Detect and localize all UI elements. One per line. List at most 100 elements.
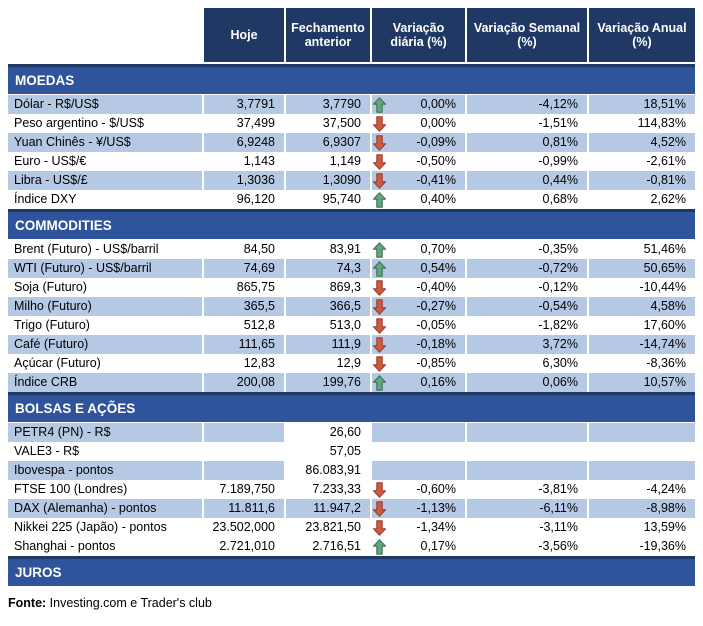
section-title: BOLSAS E AÇÕES bbox=[15, 401, 136, 416]
source-note: Fonte: Investing.com e Trader's club bbox=[8, 596, 695, 610]
cell-daily-value: 0,40% bbox=[420, 192, 456, 206]
cell-today: 3,7791 bbox=[204, 95, 284, 114]
cell-prev-close: 366,5 bbox=[286, 297, 370, 316]
section-header: BOLSAS E AÇÕES bbox=[8, 392, 695, 422]
cell-daily-change bbox=[372, 461, 465, 480]
cell-weekly-change bbox=[467, 461, 587, 480]
cell-name: Milho (Futuro) bbox=[8, 297, 202, 316]
table-row: VALE3 - R$ 57,05 bbox=[8, 442, 695, 461]
table-row: Brent (Futuro) - US$/barril 84,50 83,91 … bbox=[8, 240, 695, 259]
cell-annual-change bbox=[589, 423, 695, 442]
cell-weekly-change: -0,35% bbox=[467, 240, 587, 259]
cell-daily-change: 0,40% bbox=[372, 190, 465, 209]
cell-prev-close: 23.821,50 bbox=[286, 518, 370, 537]
cell-daily-value: 0,17% bbox=[420, 539, 456, 553]
trend-arrow-slot bbox=[373, 336, 387, 353]
market-report-table: Hoje Fechamento anterior Variação diária… bbox=[8, 8, 695, 586]
trend-arrow-slot bbox=[373, 374, 387, 391]
cell-daily-change bbox=[372, 442, 465, 461]
cell-today: 96,120 bbox=[204, 190, 284, 209]
table-row: Euro - US$/€ 1,143 1,149 -0,50% -0,99% -… bbox=[8, 152, 695, 171]
table-row: Libra - US$/£ 1,3036 1,3090 -0,41% 0,44%… bbox=[8, 171, 695, 190]
cell-daily-value: -0,41% bbox=[416, 173, 456, 187]
cell-daily-value: -0,09% bbox=[416, 135, 456, 149]
cell-daily-change: 0,54% bbox=[372, 259, 465, 278]
cell-daily-change: -0,60% bbox=[372, 480, 465, 499]
cell-weekly-change: -0,54% bbox=[467, 297, 587, 316]
cell-annual-change: 10,57% bbox=[589, 373, 695, 392]
trend-arrow-slot bbox=[373, 298, 387, 315]
cell-daily-value: -0,85% bbox=[416, 356, 456, 370]
trend-arrow-slot bbox=[373, 153, 387, 170]
cell-daily-value: 0,00% bbox=[420, 116, 456, 130]
cell-daily-change: -0,09% bbox=[372, 133, 465, 152]
table-row: DAX (Alemanha) - pontos 11.811,6 11.947,… bbox=[8, 499, 695, 518]
trend-arrow-slot bbox=[373, 241, 387, 258]
arrow-down-icon bbox=[373, 317, 386, 334]
cell-weekly-change: -4,12% bbox=[467, 95, 587, 114]
cell-daily-value: 0,00% bbox=[420, 97, 456, 111]
cell-today: 12,83 bbox=[204, 354, 284, 373]
trend-arrow-slot bbox=[373, 538, 387, 555]
header-fechamento-anterior: Fechamento anterior bbox=[286, 8, 370, 62]
header-hoje: Hoje bbox=[204, 8, 284, 62]
section-header: JUROS bbox=[8, 556, 695, 586]
arrow-up-icon bbox=[373, 96, 386, 113]
cell-prev-close: 513,0 bbox=[286, 316, 370, 335]
cell-prev-close: 74,3 bbox=[286, 259, 370, 278]
arrow-down-icon bbox=[373, 279, 386, 296]
table-row: Peso argentino - $/US$ 37,499 37,500 0,0… bbox=[8, 114, 695, 133]
cell-weekly-change: -3,11% bbox=[467, 518, 587, 537]
trend-arrow-slot bbox=[373, 115, 387, 132]
cell-daily-change: -0,41% bbox=[372, 171, 465, 190]
cell-daily-change: -0,27% bbox=[372, 297, 465, 316]
cell-prev-close: 3,7790 bbox=[286, 95, 370, 114]
cell-daily-change: 0,00% bbox=[372, 95, 465, 114]
table-row: WTI (Futuro) - US$/barril 74,69 74,3 0,5… bbox=[8, 259, 695, 278]
cell-today: 84,50 bbox=[204, 240, 284, 259]
arrow-up-icon bbox=[373, 260, 386, 277]
cell-prev-close: 57,05 bbox=[286, 442, 370, 461]
cell-annual-change: 51,46% bbox=[589, 240, 695, 259]
trend-arrow-slot bbox=[373, 134, 387, 151]
trend-arrow-slot bbox=[373, 424, 387, 441]
trend-arrow-slot bbox=[373, 260, 387, 277]
cell-today: 1,143 bbox=[204, 152, 284, 171]
cell-daily-value: -0,18% bbox=[416, 337, 456, 351]
cell-prev-close: 86.083,91 bbox=[286, 461, 370, 480]
cell-daily-change: -1,34% bbox=[372, 518, 465, 537]
cell-prev-close: 26,60 bbox=[286, 423, 370, 442]
table-row: FTSE 100 (Londres) 7.189,750 7.233,33 -0… bbox=[8, 480, 695, 499]
cell-weekly-change: -1,51% bbox=[467, 114, 587, 133]
trend-arrow-slot bbox=[373, 462, 387, 479]
cell-annual-change: -10,44% bbox=[589, 278, 695, 297]
cell-name: Brent (Futuro) - US$/barril bbox=[8, 240, 202, 259]
cell-prev-close: 37,500 bbox=[286, 114, 370, 133]
cell-daily-change: 0,00% bbox=[372, 114, 465, 133]
cell-annual-change: 4,58% bbox=[589, 297, 695, 316]
cell-weekly-change: 0,06% bbox=[467, 373, 587, 392]
table-row: Trigo (Futuro) 512,8 513,0 -0,05% -1,82%… bbox=[8, 316, 695, 335]
arrow-up-icon bbox=[373, 374, 386, 391]
cell-name: Café (Futuro) bbox=[8, 335, 202, 354]
cell-weekly-change bbox=[467, 423, 587, 442]
cell-name: Dólar - R$/US$ bbox=[8, 95, 202, 114]
cell-today: 2.721,010 bbox=[204, 537, 284, 556]
table-row: Nikkei 225 (Japão) - pontos 23.502,000 2… bbox=[8, 518, 695, 537]
cell-annual-change: 13,59% bbox=[589, 518, 695, 537]
cell-today: 11.811,6 bbox=[204, 499, 284, 518]
cell-weekly-change: -6,11% bbox=[467, 499, 587, 518]
arrow-down-icon bbox=[373, 153, 386, 170]
arrow-down-icon bbox=[373, 172, 386, 189]
section-title: JUROS bbox=[15, 565, 62, 580]
section-title: COMMODITIES bbox=[15, 218, 112, 233]
cell-daily-change bbox=[372, 423, 465, 442]
cell-annual-change bbox=[589, 461, 695, 480]
cell-weekly-change: -0,99% bbox=[467, 152, 587, 171]
cell-name: Trigo (Futuro) bbox=[8, 316, 202, 335]
cell-daily-value: -0,05% bbox=[416, 318, 456, 332]
cell-name: WTI (Futuro) - US$/barril bbox=[8, 259, 202, 278]
table-row: PETR4 (PN) - R$ 26,60 bbox=[8, 423, 695, 442]
cell-weekly-change: 0,68% bbox=[467, 190, 587, 209]
cell-daily-change: -0,40% bbox=[372, 278, 465, 297]
